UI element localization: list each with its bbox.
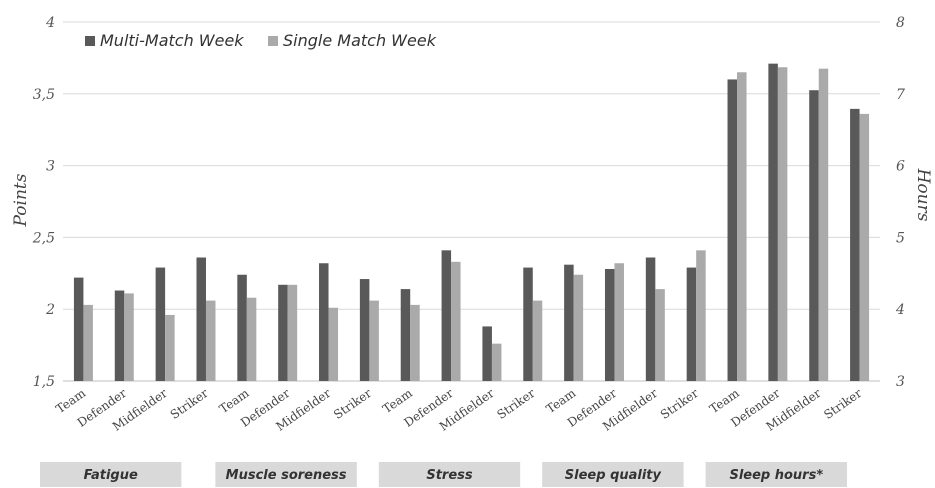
y-tick-left: 3,5: [33, 87, 55, 103]
category-label: Striker: [168, 386, 211, 422]
legend-label-single: Single Match Week: [283, 31, 437, 50]
bar-single-match-week: [696, 250, 706, 381]
legend-swatch-multi: [85, 36, 95, 46]
bar-multi-match-week: [359, 279, 370, 381]
bar-multi-match-week: [564, 264, 574, 381]
bar-single-match-week: [491, 343, 502, 381]
bar-multi-match-week: [645, 257, 656, 381]
bar-single-match-week: [451, 261, 461, 381]
y-tick-right: 8: [896, 15, 905, 31]
group-label-box: [215, 462, 357, 487]
group-label-box: [542, 462, 684, 487]
bar-multi-match-week: [850, 108, 860, 382]
bar-multi-match-week: [196, 257, 206, 381]
y-tick-left: 2: [45, 302, 55, 318]
legend-swatch-single: [268, 36, 278, 46]
bar-single-match-week: [818, 68, 829, 382]
bar-multi-match-week: [237, 274, 247, 381]
y-axis-title-left: Points: [11, 173, 31, 227]
y-axis-title-right: Hours: [913, 168, 933, 222]
bar-single-match-week: [859, 113, 870, 382]
bar-single-match-week: [369, 300, 379, 381]
bar-single-match-week: [165, 314, 175, 381]
group-labels: Fatigue Muscle soreness Stress Sleep qualit…: [40, 462, 847, 487]
group-label-box: [40, 462, 182, 487]
bar-multi-match-week: [604, 268, 615, 381]
bar-multi-match-week: [768, 63, 778, 381]
bar-single-match-week: [614, 263, 624, 381]
bar-single-match-week: [655, 289, 665, 381]
legend-label-multi: Multi-Match Week: [100, 31, 244, 50]
y-tick-right: 5: [896, 230, 905, 246]
bar-multi-match-week: [686, 267, 697, 381]
bar-single-match-week: [410, 304, 420, 381]
category-label: Striker: [331, 386, 374, 422]
bar-multi-match-week: [155, 267, 166, 381]
y-tick-right: 3: [896, 374, 905, 390]
group-label: Fatigue: [84, 468, 138, 483]
category-label: Striker: [494, 386, 537, 422]
group-label: Muscle soreness: [226, 468, 347, 483]
y-tick-right: 7: [896, 87, 905, 103]
gridlines: [63, 21, 880, 382]
bars: [73, 63, 870, 382]
bar-multi-match-week: [278, 284, 288, 381]
group-label: Sleep quality: [565, 468, 662, 483]
y-tick-left: 3: [46, 159, 55, 175]
bar-single-match-week: [573, 274, 584, 381]
bar-single-match-week: [205, 300, 216, 381]
y-tick-right: 6: [896, 159, 905, 175]
group-label-box: [378, 462, 521, 487]
y-tick-left: 1,5: [33, 374, 55, 390]
bar-single-match-week: [124, 293, 134, 381]
bar-multi-match-week: [73, 277, 84, 381]
bar-multi-match-week: [114, 290, 125, 381]
legend: Multi-Match Week Single Match Week: [85, 31, 437, 50]
bar-multi-match-week: [441, 250, 452, 381]
bar-multi-match-week: [482, 326, 492, 381]
y-tick-left: 4: [45, 15, 55, 31]
bar-multi-match-week: [523, 267, 533, 381]
bar-multi-match-week: [809, 90, 819, 382]
group-label: Stress: [426, 468, 473, 483]
category-label: Striker: [658, 386, 701, 422]
y-tick-left: 2,5: [32, 230, 55, 246]
right-y-axis-ticks: 3 4 5 6 7 8: [895, 15, 905, 390]
group-label-box: [705, 462, 847, 487]
left-y-axis-ticks: 1,5 2 2,5 3 3,5 4: [32, 15, 55, 390]
bar-single-match-week: [737, 72, 747, 381]
bar-single-match-week: [532, 300, 543, 381]
group-label: Sleep hours*: [729, 468, 823, 483]
bar-single-match-week: [777, 67, 788, 381]
bar-single-match-week: [246, 297, 257, 381]
bar-multi-match-week: [319, 263, 329, 381]
bar-multi-match-week: [400, 289, 411, 381]
category-label: Striker: [821, 386, 864, 422]
bar-single-match-week: [287, 284, 298, 381]
bar-multi-match-week: [727, 79, 738, 381]
bar-single-match-week: [328, 307, 339, 381]
y-tick-right: 4: [895, 302, 905, 318]
bar-single-match-week: [83, 304, 93, 381]
